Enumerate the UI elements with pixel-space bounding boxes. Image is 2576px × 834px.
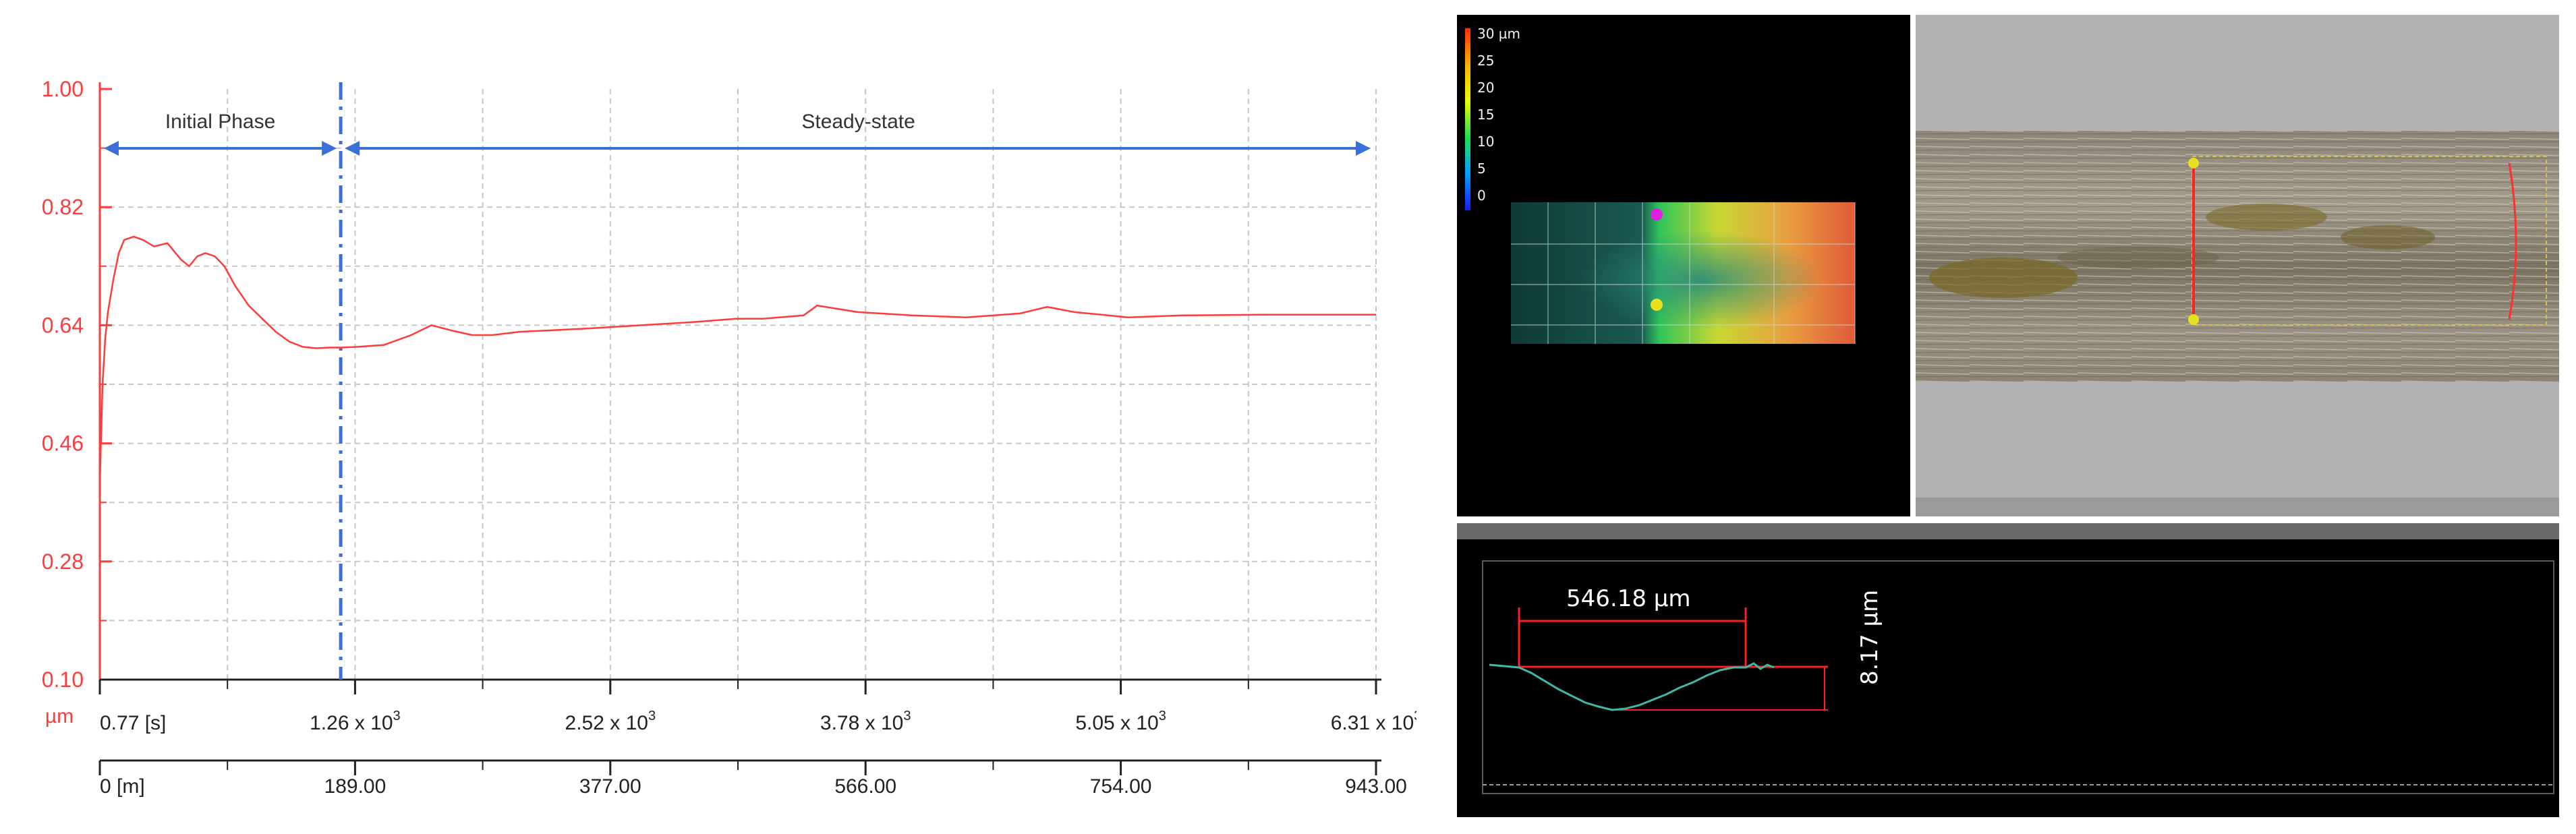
- surface-grid: [1511, 202, 1856, 344]
- steady-state-arrow-head-right: [1356, 141, 1371, 156]
- profile-panel: 546.18 µm 8.17 µm: [1457, 523, 2559, 817]
- profile-width-label: 546.18 µm: [1566, 585, 1691, 612]
- width-dimension: [1518, 607, 1828, 668]
- x-distance-tick-label: 377.00: [579, 775, 641, 798]
- depth-dimension: [1612, 666, 1828, 711]
- x-time-tick-label: 6.31 x 103: [1331, 709, 1416, 734]
- y-tick-label: 0.64: [42, 313, 84, 337]
- y-unit-label: µm: [45, 705, 74, 727]
- colorbar-tick-label: 25: [1477, 53, 1495, 69]
- initial-phase-arrow-head-right: [322, 141, 337, 156]
- colorbar: [1465, 28, 1470, 210]
- colorbar-tick-label: 30 µm: [1477, 26, 1521, 42]
- micrograph-panel: [1916, 15, 2559, 516]
- profile-trace: [1489, 662, 1775, 711]
- x-time-tick-labels: 0.77 [s] 1.26 x 103 2.52 x 103 3.78 x 103 5.…: [100, 709, 1416, 734]
- x-time-tick-label: 3.78 x 103: [820, 709, 911, 734]
- x-time-tick-label: 5.05 x 103: [1075, 709, 1166, 734]
- initial-phase-arrow-head-left: [104, 141, 119, 156]
- y-tick-label: 0.28: [42, 549, 84, 574]
- grid: [100, 89, 1377, 680]
- profile-curve: [2508, 162, 2517, 320]
- y-tick-label: 0.10: [42, 667, 84, 692]
- topography-3d-panel: 30 µm 25 20 15 10 5 0: [1457, 15, 1910, 516]
- x-time-tick-label: 2.52 x 103: [565, 709, 656, 734]
- colorbar-tick-label: 20: [1477, 80, 1495, 96]
- colorbar-tick-label: 10: [1477, 133, 1495, 150]
- colorbar-tick-label: 15: [1477, 107, 1495, 123]
- marker-top-dot: [1651, 208, 1663, 220]
- y-tick-label: 1.00: [42, 77, 84, 101]
- y-tick-label: 0.46: [42, 431, 84, 456]
- friction-chart: 1.00 0.82 0.64 0.46 0.28 0.10 µm 0.77 [s] 1.26…: [42, 77, 1416, 798]
- x-time-tick-label: 1.26 x 103: [310, 709, 401, 734]
- colorbar-tick-label: 0: [1477, 187, 1486, 204]
- x-distance-tick-label: 0 [m]: [100, 775, 145, 798]
- series-line: [98, 235, 1376, 483]
- steady-state-arrow-head-left: [345, 141, 360, 156]
- x-distance-tick-label: 566.00: [834, 775, 896, 798]
- y-tick-labels: 1.00 0.82 0.64 0.46 0.28 0.10: [42, 77, 84, 692]
- y-tick-label: 0.82: [42, 195, 84, 219]
- x-distance-tick-label: 754.00: [1090, 775, 1152, 798]
- x-distance-tick-labels: 0 [m] 189.00 377.00 566.00 754.00 943.00: [100, 775, 1407, 798]
- steady-state-label: Steady-state: [801, 111, 915, 133]
- axes: [98, 82, 1381, 775]
- profile-depth-label: 8.17 µm: [1856, 589, 1883, 685]
- marker-bottom-dot: [1651, 299, 1663, 311]
- phase-annotations: Initial Phase Steady-state: [104, 82, 1371, 680]
- initial-phase-label: Initial Phase: [165, 111, 275, 133]
- x-distance-tick-label: 943.00: [1345, 775, 1407, 798]
- x-time-tick-label: 0.77 [s]: [100, 712, 166, 734]
- colorbar-tick-label: 5: [1477, 160, 1486, 177]
- x-distance-tick-label: 189.00: [324, 775, 387, 798]
